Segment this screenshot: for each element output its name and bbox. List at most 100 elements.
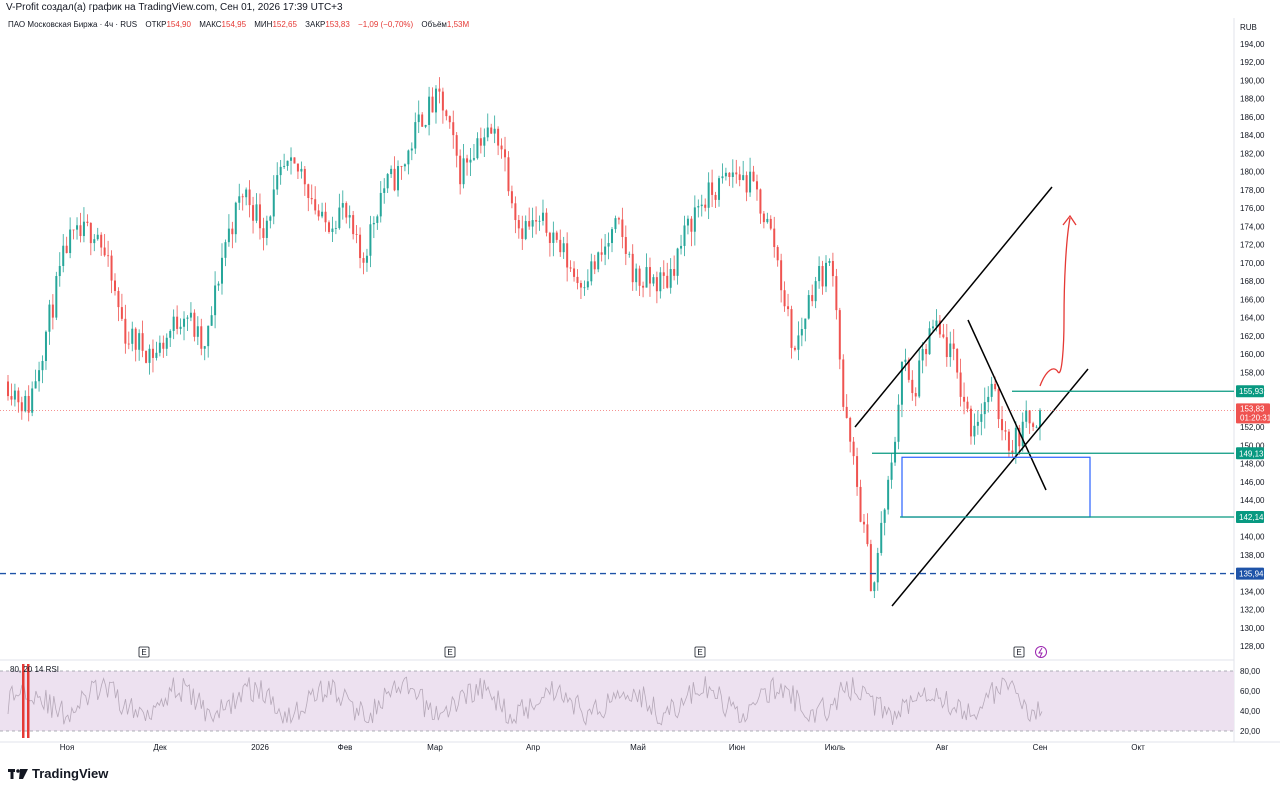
price-tick-label: 134,00	[1240, 587, 1265, 596]
earnings-event-letter: E	[447, 648, 452, 657]
level-price-badge[interactable]	[1236, 385, 1264, 398]
channel-upper-trendline[interactable]	[854, 186, 1053, 428]
candle-body	[497, 128, 500, 146]
earnings-event-icon[interactable]	[444, 646, 456, 658]
candle-body	[959, 372, 962, 397]
candle-body	[586, 281, 589, 288]
candle-body	[797, 335, 800, 350]
candle-body	[862, 521, 865, 525]
rsi-band	[0, 671, 1234, 731]
candle-body	[852, 441, 855, 457]
candle-body	[604, 246, 607, 255]
candle-body	[510, 191, 513, 204]
currency-label[interactable]: RUB	[1240, 23, 1257, 32]
candle-body	[700, 204, 703, 207]
tradingview-logo-icon	[8, 768, 28, 779]
candle-body	[541, 212, 544, 221]
earnings-event-icon[interactable]	[1013, 646, 1025, 658]
candle-body	[842, 359, 845, 407]
time-tick-label: Дек	[153, 743, 167, 752]
time-tick-label: Апр	[526, 743, 541, 752]
candle-body	[376, 216, 379, 223]
candle-body	[445, 110, 448, 117]
candle-body	[938, 320, 941, 335]
candle-body	[1014, 427, 1017, 453]
current-price-badge[interactable]	[1236, 403, 1270, 424]
candle-body	[759, 189, 762, 214]
candle-body	[859, 486, 862, 522]
forecast-arrow-path[interactable]	[1039, 217, 1071, 387]
candle-body	[82, 221, 85, 237]
price-tick-label: 162,00	[1240, 332, 1265, 341]
candle-body	[386, 174, 389, 189]
candle-body	[555, 232, 558, 240]
descending-trendline[interactable]	[967, 319, 1047, 491]
open-value: 154,90	[166, 20, 191, 29]
price-axis[interactable]: 194,00 192,00 190,00 188,00 186,00 184,00 182,…	[1240, 40, 1265, 651]
rsi-indicator-label[interactable]: 80, 20 14 RSI	[10, 665, 59, 674]
candle-body	[38, 370, 41, 382]
price-tick-label: 152,00	[1240, 423, 1265, 432]
candle-body	[932, 326, 935, 329]
price-tick-label: 186,00	[1240, 113, 1265, 122]
rsi-pane: 80,00 60,00 40,00 20,00 80, 20 14 RSI	[0, 664, 1261, 738]
level-price-badge[interactable]	[1236, 447, 1264, 460]
time-tick-label: Сен	[1033, 743, 1048, 752]
candle-body	[531, 220, 534, 227]
candle-body	[397, 166, 400, 191]
candle-body	[186, 317, 189, 319]
candle-body	[545, 212, 548, 233]
high-value: 154,95	[221, 20, 247, 29]
candle-body	[238, 196, 241, 203]
candle-body	[904, 359, 907, 362]
forecast-arrowhead	[1062, 214, 1077, 226]
time-axis[interactable]: Ноя Дек 2026 Фев Мар Апр Май Июн Июль Авг Сен Окт	[60, 743, 1145, 752]
candle-body	[735, 172, 738, 175]
level-price-badge[interactable]	[1236, 567, 1264, 580]
channel-lower-trendline[interactable]	[891, 368, 1089, 607]
demand-zone-rectangle[interactable]	[901, 456, 1091, 518]
candle-body	[117, 290, 120, 308]
candle-body	[455, 135, 458, 156]
candle-body	[528, 221, 531, 227]
candle-body	[880, 522, 883, 553]
candle-body	[835, 276, 838, 311]
candle-body	[331, 228, 334, 232]
candle-body	[676, 248, 679, 276]
candle-body	[921, 348, 924, 361]
rsi-tick-label: 60,00	[1240, 687, 1261, 696]
symbol-name[interactable]: ПАО Московская Биржа · 4ч · RUS	[8, 20, 138, 29]
candle-body	[469, 159, 472, 163]
candle-body	[255, 204, 258, 221]
candle-body	[86, 221, 89, 223]
price-tick-label: 128,00	[1240, 642, 1265, 651]
candle-body	[417, 114, 420, 123]
candle-body	[127, 343, 130, 345]
candle-body	[262, 228, 265, 238]
candle-body	[973, 425, 976, 437]
candle-body	[969, 408, 972, 437]
lightning-event-icon[interactable]	[1035, 646, 1047, 658]
candle-body	[41, 360, 44, 371]
candle-body	[65, 245, 68, 254]
candle-body	[876, 552, 879, 583]
candle-body	[479, 138, 482, 146]
earnings-event-icon[interactable]	[694, 646, 706, 658]
level-price-label: 149,13	[1239, 449, 1264, 458]
level-price-label: 135,94	[1239, 570, 1264, 579]
candle-body	[307, 184, 310, 199]
candle-body	[614, 218, 617, 230]
candle-body	[76, 225, 79, 230]
candle-body	[200, 326, 203, 349]
rsi-tick-label: 40,00	[1240, 707, 1261, 716]
candle-body	[873, 582, 876, 592]
earnings-event-icon[interactable]	[138, 646, 150, 658]
candle-body	[359, 234, 362, 259]
candle-body	[628, 253, 631, 255]
candle-body	[521, 228, 524, 239]
price-tick-label: 180,00	[1240, 168, 1265, 177]
level-price-badge[interactable]	[1236, 511, 1264, 524]
candle-body	[176, 316, 179, 329]
